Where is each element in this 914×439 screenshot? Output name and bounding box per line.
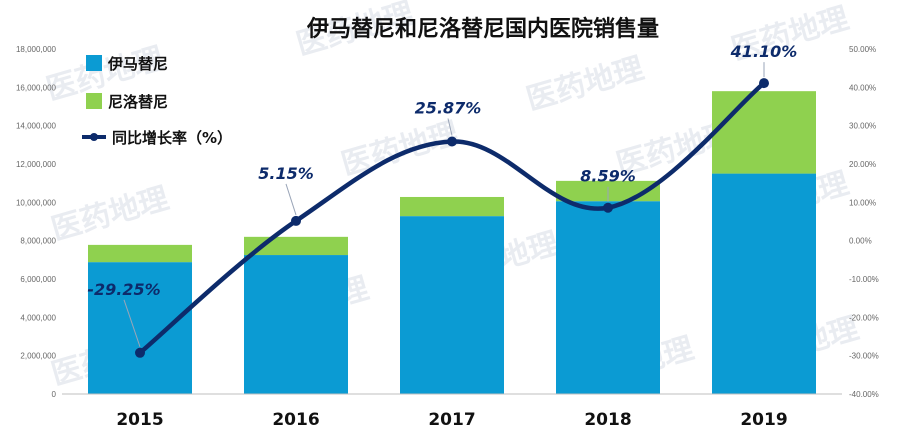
- growth-data-label: 41.10%: [730, 42, 798, 61]
- left-axis-tick-label: 4,000,000: [20, 313, 56, 322]
- growth-point: [291, 215, 301, 226]
- left-axis-tick-label: 8,000,000: [20, 237, 56, 246]
- legend-label-nilotinib: 尼洛替尼: [108, 93, 168, 111]
- bars: [88, 91, 816, 394]
- right-axis-tick-label: 20.00%: [849, 160, 876, 169]
- x-axis-category-label: 2015: [116, 410, 163, 430]
- legend-label-growth: 同比增长率（%）: [112, 129, 232, 147]
- bar-imatinib: [244, 255, 348, 394]
- bar-nilotinib: [712, 91, 816, 174]
- left-axis-tick-label: 14,000,000: [16, 122, 57, 131]
- right-axis-tick-label: -10.00%: [849, 275, 879, 284]
- right-axis-tick-label: 50.00%: [849, 45, 876, 54]
- right-axis-tick-label: -20.00%: [849, 313, 879, 322]
- x-axis: 2015 2016 2017 2018 2019: [62, 393, 842, 430]
- bar-nilotinib: [400, 196, 504, 217]
- right-axis-tick-label: -40.00%: [849, 390, 879, 399]
- left-axis-tick-label: 16,000,000: [16, 83, 57, 92]
- data-label-leader: [123, 299, 141, 347]
- legend-label-imatinib: 伊马替尼: [107, 55, 168, 73]
- legend-swatch-nilotinib: [86, 93, 102, 109]
- x-axis-category-label: 2017: [428, 410, 475, 430]
- right-axis-tick-label: 10.00%: [849, 198, 876, 207]
- legend-marker-growth: [90, 133, 98, 141]
- watermark-text: 医药地理: [338, 116, 463, 183]
- bar-imatinib: [88, 262, 192, 394]
- right-axis-tick-label: 30.00%: [849, 122, 876, 131]
- growth-point: [603, 202, 613, 213]
- growth-data-label: -29.25%: [87, 280, 160, 299]
- x-axis-category-label: 2016: [272, 410, 319, 430]
- left-axis: 0 2,000,000 4,000,000 6,000,000 8,000,000 10,…: [16, 45, 57, 399]
- bar-imatinib: [712, 173, 816, 394]
- bar-nilotinib: [88, 244, 192, 263]
- right-axis-tick-label: 40.00%: [849, 83, 876, 92]
- left-axis-tick-label: 18,000,000: [16, 45, 57, 54]
- watermark-text: 医药地理: [523, 51, 648, 118]
- data-label-leader: [447, 118, 453, 136]
- chart-title: 伊马替尼和尼洛替尼国内医院销售量: [306, 16, 659, 42]
- right-axis-tick-label: -30.00%: [849, 352, 879, 361]
- x-axis-category-label: 2019: [740, 410, 787, 430]
- x-axis-category-label: 2018: [584, 410, 631, 430]
- bar-imatinib: [556, 201, 660, 394]
- data-label-leader: [285, 183, 297, 216]
- legend: 伊马替尼 尼洛替尼 同比增长率（%）: [82, 55, 232, 147]
- growth-point: [447, 136, 457, 147]
- growth-point: [135, 347, 145, 358]
- right-axis: -40.00% -30.00% -20.00% -10.00% 0.00% 10.00% 2…: [849, 45, 879, 399]
- left-axis-tick-label: 0: [52, 390, 57, 399]
- left-axis-tick-label: 6,000,000: [20, 275, 56, 284]
- growth-data-label: 8.59%: [580, 167, 636, 186]
- growth-data-label: 5.15%: [258, 164, 314, 183]
- left-axis-tick-label: 2,000,000: [20, 352, 56, 361]
- growth-line: -29.25% 5.15% 25.87% 8.59% 41.10%: [87, 42, 797, 358]
- watermark-text: 医药地理: [48, 181, 173, 248]
- legend-swatch-imatinib: [86, 55, 102, 71]
- growth-point: [759, 78, 769, 89]
- left-axis-tick-label: 10,000,000: [16, 198, 57, 207]
- growth-data-label: 25.87%: [415, 98, 482, 117]
- right-axis-tick-label: 0.00%: [849, 237, 872, 246]
- left-axis-tick-label: 12,000,000: [16, 160, 57, 169]
- bar-imatinib: [400, 216, 504, 394]
